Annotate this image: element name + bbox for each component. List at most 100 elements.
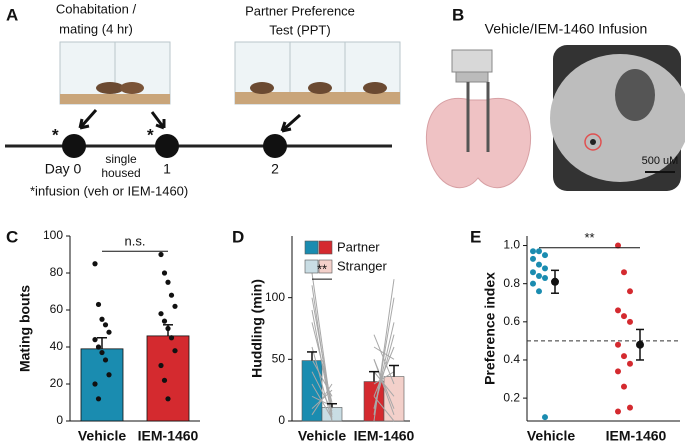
bedding [235, 92, 400, 104]
cannula-head [451, 49, 493, 73]
data-point [161, 318, 168, 324]
pair-line [373, 346, 395, 360]
panel-label: B [452, 5, 464, 24]
data-point [615, 368, 621, 375]
star: * [52, 125, 59, 144]
data-point [165, 325, 171, 332]
single-label: single [105, 152, 137, 166]
y-tick-label: 40 [50, 339, 64, 353]
arrow [78, 109, 98, 130]
footnote: *infusion (veh or IEM-1460) [30, 183, 188, 198]
cage [114, 41, 171, 105]
data-point [542, 274, 548, 281]
mean-point [551, 277, 559, 286]
timepoint [62, 134, 86, 158]
data-point [99, 316, 105, 322]
data-point [95, 396, 102, 402]
y-tick-label: 0.2 [503, 390, 520, 404]
data-point [158, 311, 164, 317]
data-point [627, 404, 633, 411]
significance-label: ** [317, 262, 327, 277]
arrow [150, 111, 166, 130]
data-point [102, 357, 109, 363]
data-point [615, 408, 621, 415]
y-tick-label: 0 [278, 413, 285, 427]
data-point [161, 377, 168, 383]
y-axis-label: Huddling (min) [249, 279, 265, 378]
y-tick-label: 0.4 [503, 352, 520, 366]
y-tick-label: 80 [50, 265, 64, 279]
y-axis-label: Mating bouts [17, 285, 33, 372]
y-tick-label: 0.8 [503, 276, 520, 290]
timepoint [263, 134, 287, 158]
x-tick-label: Vehicle [527, 428, 575, 443]
data-point [95, 344, 102, 350]
brain [425, 97, 531, 189]
data-point [102, 322, 109, 328]
legend-swatch [304, 240, 319, 255]
cohab-label: mating (4 hr) [59, 21, 133, 36]
bar [363, 381, 385, 422]
data-point [621, 269, 627, 276]
pair-line [311, 395, 333, 407]
timepoint [155, 134, 179, 158]
brain-cartoon [425, 49, 531, 189]
vole [96, 82, 124, 94]
legend-swatch [318, 240, 333, 255]
vole [120, 82, 144, 94]
vole [308, 82, 332, 94]
data-point [106, 329, 112, 335]
data-point [95, 301, 102, 308]
ppt-label: Test (PPT) [269, 22, 330, 37]
scale-label: 500 uM [642, 155, 679, 167]
data-point [158, 251, 164, 258]
significance-label: n.s. [125, 234, 146, 249]
data-point [92, 337, 98, 343]
data-point [627, 318, 633, 325]
x-tick-label: IEM-1460 [138, 428, 199, 443]
ppt-label: Partner Preference [245, 3, 355, 18]
y-tick-label: 1.0 [503, 238, 520, 252]
bar [301, 360, 323, 422]
data-point [99, 349, 105, 356]
data-point [165, 396, 171, 402]
data-point [106, 372, 112, 378]
brain-section: 500 uM [550, 45, 685, 191]
legend-swatch [304, 259, 319, 274]
data-point [530, 280, 536, 287]
arrow [280, 113, 301, 133]
legend-swatch [318, 259, 333, 274]
data-point [542, 414, 548, 421]
data-point [530, 269, 536, 276]
legend-label: Stranger [337, 258, 388, 273]
section-region [615, 69, 655, 121]
legend-label: Partner [337, 239, 380, 254]
data-point [621, 383, 627, 390]
bar [80, 348, 124, 422]
data-point [168, 292, 175, 298]
y-tick-label: 100 [265, 290, 285, 304]
data-point [172, 303, 178, 309]
infusion-site-dot [590, 139, 596, 145]
y-tick-label: 100 [43, 228, 63, 242]
pair-line [373, 322, 395, 409]
single-label: housed [101, 166, 140, 180]
data-point [168, 335, 175, 341]
cages [59, 41, 401, 105]
panel-title: Vehicle/IEM-1460 Infusion [485, 21, 648, 37]
data-point [542, 265, 548, 272]
pair-line [311, 346, 333, 422]
panel-label: D [232, 227, 244, 246]
cohab-label: Cohabitation / [56, 1, 137, 16]
y-tick-label: 0.6 [503, 314, 520, 328]
panel-label: A [6, 5, 18, 24]
y-tick-label: 50 [272, 352, 286, 366]
vole [250, 82, 274, 94]
pair-line [373, 371, 395, 385]
x-tick-label: Vehicle [298, 428, 346, 443]
x-tick-label: IEM-1460 [606, 428, 667, 443]
data-point [615, 307, 621, 314]
data-point [161, 270, 168, 276]
data-point [158, 362, 164, 369]
